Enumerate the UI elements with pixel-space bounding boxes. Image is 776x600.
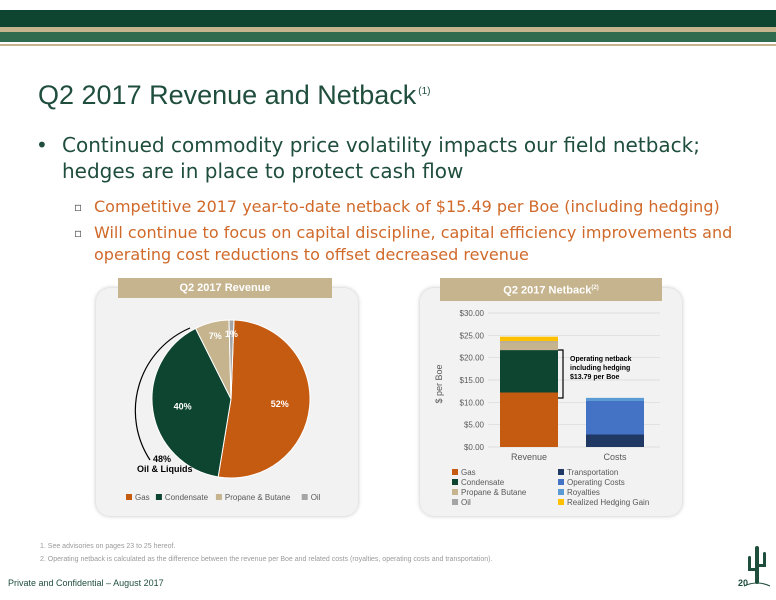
header-band-green — [0, 32, 776, 42]
netback-bar-title: Q2 2017 Netback(2) — [440, 278, 662, 301]
revenue-pie-title: Q2 2017 Revenue — [118, 278, 332, 298]
sub-bullet-text: Competitive 2017 year-to-date netback of… — [94, 197, 720, 216]
main-bullet-text: Continued commodity price volatility imp… — [62, 133, 700, 183]
netback-bar-panel — [420, 288, 682, 516]
sub-bullet-text: Will continue to focus on capital discip… — [94, 223, 733, 264]
cactus-logo-icon — [743, 546, 771, 587]
square-bullet-icon: ▫ — [74, 226, 83, 240]
netback-footnote-mark: (2) — [591, 285, 599, 291]
title-footnote-mark: (1) — [418, 86, 431, 97]
header-band-line — [0, 44, 776, 46]
revenue-pie-panel — [96, 288, 358, 516]
footnote-1: 1. See advisories on pages 23 to 25 here… — [40, 543, 176, 550]
header-band-dark — [0, 10, 776, 27]
page-title: Q2 2017 Revenue and Netback (1) — [38, 80, 431, 110]
bullet-dot-icon: • — [36, 133, 48, 157]
footer-text: Private and Confidential – August 2017 — [8, 578, 164, 588]
header-band-gold — [0, 27, 776, 32]
page-number: 20 — [738, 578, 749, 588]
square-bullet-icon: ▫ — [74, 200, 83, 214]
footnote-2: 2. Operating netback is calculated as th… — [40, 556, 493, 563]
header-band-top — [0, 0, 776, 10]
